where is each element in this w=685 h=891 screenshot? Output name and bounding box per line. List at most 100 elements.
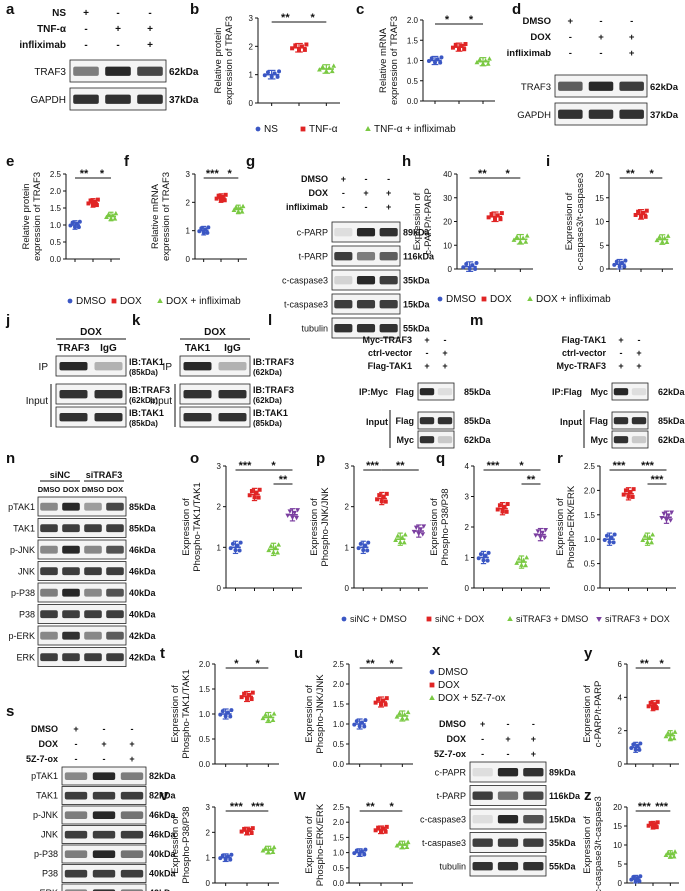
y-axis-label: Expression of (304, 685, 315, 743)
blot-band (106, 502, 124, 511)
y-axis-label: expression of TRAF3 (161, 172, 172, 261)
blot-frame (37, 518, 127, 538)
legend-label: NS (264, 124, 278, 135)
data-point (631, 875, 636, 880)
band-name: tubulin (301, 324, 328, 334)
data-point (668, 518, 674, 523)
data-point (473, 267, 478, 272)
y-tick-label: 4 (465, 462, 470, 471)
sig-label: * (311, 12, 316, 24)
blot-band (64, 869, 88, 878)
blot-band (183, 413, 212, 422)
data-point (220, 709, 225, 714)
blot-frame (179, 406, 251, 428)
y-tick-label: 0.0 (333, 879, 345, 888)
sig-label: * (271, 460, 276, 472)
condition-mark: + (636, 361, 641, 371)
condition-label: ctrl-vector (562, 348, 607, 358)
y-axis-label: Expression of (170, 816, 181, 874)
blot-band (94, 362, 123, 371)
band-name: c-PAPR (435, 768, 467, 778)
blot-band (92, 869, 116, 878)
data-point (438, 60, 443, 65)
condition-mark: + (341, 174, 346, 184)
data-point (294, 515, 300, 521)
band-name: TRAF3 (34, 67, 66, 78)
panel-letter-j: j (5, 312, 10, 329)
condition-mark: - (103, 724, 106, 734)
condition-label: ctrl-vector (368, 348, 413, 358)
data-point (229, 852, 234, 857)
data-point (671, 854, 677, 859)
blot-band (497, 862, 519, 871)
blot-row (61, 864, 147, 883)
blot-band (73, 66, 99, 76)
legend-marker (481, 296, 487, 302)
band-name: TAK1 (13, 524, 35, 534)
blot-band (120, 850, 144, 858)
band-name: t-caspase3 (284, 300, 328, 310)
y-tick-label: 1.5 (333, 700, 345, 709)
blot-band (94, 390, 123, 399)
legend-marker (596, 617, 602, 622)
blot-panel-m: Flag-TAK1 + - ctrl-vector - + Myc-TRAF3 + + Myc 62… (552, 335, 685, 449)
blot-band (40, 545, 58, 554)
data-point (383, 829, 388, 834)
blot-row (469, 808, 547, 830)
blot-band (92, 772, 116, 780)
y-tick-label: 1.5 (407, 36, 419, 45)
condition-mark: + (629, 32, 635, 43)
lane-label: TRAF3 (57, 343, 90, 354)
y-axis-label: Phospho-ERK/ERK (315, 803, 326, 886)
blot-band (183, 362, 212, 371)
data-point (669, 510, 675, 515)
y-tick-label: 2.0 (199, 660, 211, 669)
condition-mark: - (84, 40, 87, 51)
data-point (362, 724, 367, 729)
band-name: p-ERK (8, 631, 35, 641)
data-point (228, 714, 233, 719)
blot-band (120, 811, 144, 819)
condition-label: Flag-TAK1 (562, 335, 606, 345)
data-point (413, 525, 419, 531)
y-axis-label: expression of TRAF3 (389, 16, 400, 105)
y-tick-label: 0 (217, 584, 222, 593)
y-tick-label: 40 (443, 170, 452, 179)
band-kda: 62kDa (464, 435, 492, 445)
data-point (636, 209, 641, 214)
lane-label: DMSO (38, 485, 61, 494)
y-axis-label: Relative protein (21, 183, 32, 249)
data-point (664, 239, 670, 244)
panel-letter-w: w (293, 787, 306, 804)
data-point (647, 534, 652, 540)
blot-band (64, 772, 88, 780)
blot-band (218, 362, 247, 371)
data-point (302, 47, 307, 52)
legend-label: siTRAF3 + DMSO (516, 614, 588, 624)
blot-band (106, 567, 124, 576)
band-name: Myc (590, 435, 608, 445)
blot-row (179, 355, 251, 377)
data-point (304, 42, 309, 47)
blot-band (356, 324, 376, 333)
panel-letter-x: x (432, 642, 441, 659)
condition-label: DOX (446, 734, 466, 744)
data-point (271, 711, 277, 716)
condition-label: Myc-TRAF3 (556, 361, 606, 371)
blot-row (37, 518, 127, 538)
data-point (354, 848, 359, 853)
blot-band (40, 567, 58, 576)
condition-mark: - (131, 724, 134, 734)
data-point (354, 719, 359, 724)
band-name: GAPDH (517, 110, 551, 121)
data-point (637, 879, 642, 884)
blot-band (334, 276, 353, 285)
blot-row (554, 74, 648, 98)
ip-label: IP (39, 362, 49, 373)
y-axis-label: Phospho-JNK/JNK (320, 487, 331, 567)
condition-mark: + (129, 739, 134, 749)
blot-band (631, 388, 647, 396)
